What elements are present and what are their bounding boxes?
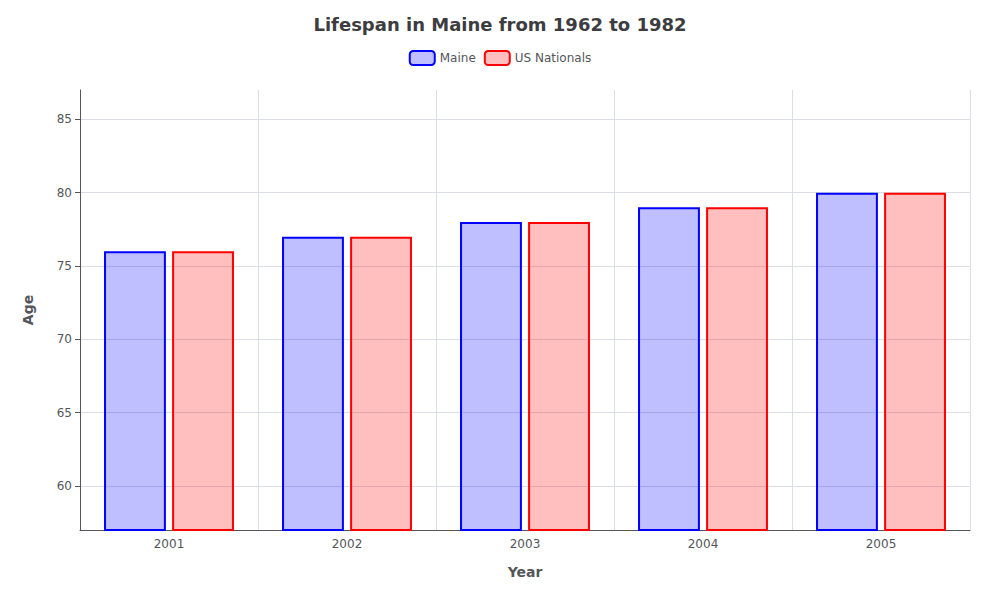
- svg-text:60: 60: [57, 479, 72, 493]
- svg-text:80: 80: [57, 186, 72, 200]
- svg-text:2004: 2004: [688, 537, 719, 551]
- svg-text:65: 65: [57, 406, 72, 420]
- svg-text:2005: 2005: [866, 537, 897, 551]
- svg-text:Lifespan in Maine from 1962 to: Lifespan in Maine from 1962 to 1982: [313, 14, 686, 35]
- svg-text:2001: 2001: [154, 537, 185, 551]
- svg-text:85: 85: [57, 112, 72, 126]
- svg-text:Age: Age: [20, 295, 36, 325]
- svg-text:US Nationals: US Nationals: [515, 51, 591, 65]
- svg-text:Maine: Maine: [440, 51, 476, 65]
- svg-text:Year: Year: [507, 564, 543, 580]
- svg-text:75: 75: [57, 259, 72, 273]
- svg-text:2002: 2002: [332, 537, 363, 551]
- svg-text:2003: 2003: [510, 537, 541, 551]
- svg-text:70: 70: [57, 332, 72, 346]
